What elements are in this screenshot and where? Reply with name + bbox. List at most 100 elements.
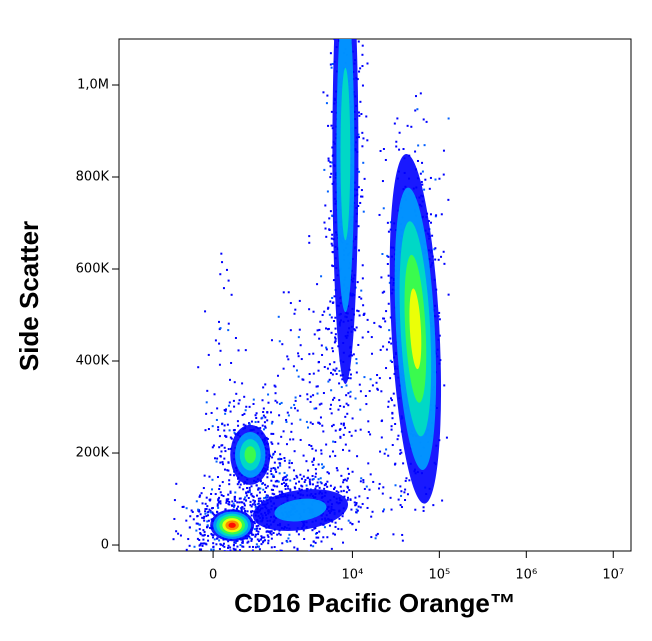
event-dot — [226, 550, 229, 551]
event-dot — [254, 535, 257, 538]
event-dot — [250, 420, 253, 423]
event-dot — [390, 399, 393, 402]
event-dot — [351, 354, 354, 357]
event-dot — [188, 526, 191, 529]
event-dot — [342, 448, 345, 451]
event-dot — [283, 476, 286, 479]
event-dot — [360, 297, 363, 300]
event-dot — [388, 329, 391, 332]
event-dot — [261, 482, 264, 485]
event-dot — [224, 409, 227, 412]
event-dot — [293, 312, 296, 315]
event-dot — [244, 537, 247, 540]
event-dot — [328, 363, 331, 366]
event-dot — [359, 480, 362, 483]
event-dot — [330, 547, 333, 550]
event-dot — [308, 235, 311, 238]
event-dot — [289, 329, 292, 332]
event-dot — [277, 442, 280, 445]
event-dot — [359, 67, 362, 70]
event-dot — [271, 456, 274, 459]
event-dot — [243, 507, 246, 510]
event-dot — [239, 507, 242, 510]
event-dot — [321, 424, 324, 427]
event-dot — [239, 497, 242, 500]
event-dot — [238, 399, 241, 402]
event-dot — [212, 545, 215, 548]
event-dot — [256, 559, 258, 561]
event-dot — [355, 508, 358, 511]
event-dot — [362, 161, 365, 164]
event-dot — [330, 66, 333, 69]
event-dot — [393, 122, 396, 125]
event-dot — [266, 530, 269, 533]
event-dot — [308, 373, 311, 376]
event-dot — [422, 509, 425, 512]
event-dot — [294, 396, 297, 399]
event-dot — [214, 339, 217, 342]
event-dot — [366, 506, 369, 509]
event-dot — [307, 469, 310, 472]
event-dot — [370, 336, 373, 339]
event-dot — [333, 486, 336, 489]
event-dot — [334, 316, 337, 319]
event-dot — [442, 173, 445, 176]
event-dot — [390, 342, 393, 345]
event-dot — [262, 414, 265, 417]
event-dot — [326, 485, 329, 488]
event-dot — [315, 385, 318, 388]
event-dot — [299, 394, 302, 397]
event-dot — [297, 375, 300, 378]
event-dot — [378, 325, 381, 328]
event-dot — [308, 444, 311, 447]
event-dot — [379, 326, 382, 329]
event-dot — [428, 187, 431, 190]
event-dot — [434, 258, 437, 261]
event-dot — [279, 462, 282, 465]
event-dot — [249, 504, 252, 507]
event-dot — [215, 555, 217, 557]
event-dot — [294, 308, 297, 311]
event-dot — [326, 471, 329, 474]
event-dot — [369, 473, 372, 476]
event-dot — [262, 386, 265, 389]
event-dot — [376, 374, 379, 377]
event-dot — [326, 94, 329, 97]
event-dot — [331, 373, 334, 376]
event-dot — [257, 497, 260, 500]
event-dot — [331, 520, 334, 523]
event-dot — [349, 521, 352, 524]
event-dot — [283, 457, 286, 460]
event-dot — [270, 496, 273, 499]
event-dot — [414, 109, 417, 112]
event-dot — [379, 348, 382, 351]
event-dot — [208, 508, 211, 511]
event-dot — [394, 484, 397, 487]
event-dot — [286, 411, 289, 414]
event-dot — [185, 519, 188, 522]
event-dot — [228, 429, 231, 432]
event-dot — [233, 541, 236, 544]
event-dot — [363, 312, 366, 315]
event-dot — [286, 540, 289, 543]
event-dot — [284, 485, 287, 488]
event-dot — [309, 483, 312, 486]
event-dot — [232, 505, 235, 508]
event-dot — [215, 460, 218, 463]
event-dot — [238, 480, 241, 483]
event-dot — [283, 481, 286, 484]
event-dot — [361, 84, 364, 87]
event-dot — [218, 488, 221, 491]
event-dot — [269, 532, 272, 535]
event-dot — [218, 539, 221, 542]
event-dot — [296, 409, 299, 412]
event-dot — [349, 377, 352, 380]
event-dot — [320, 344, 323, 347]
event-dot — [343, 21, 345, 23]
event-dot — [312, 545, 315, 548]
event-dot — [382, 345, 385, 348]
event-dot — [295, 482, 298, 485]
event-dot — [338, 369, 341, 372]
event-dot — [221, 461, 224, 464]
event-dot — [226, 499, 229, 502]
